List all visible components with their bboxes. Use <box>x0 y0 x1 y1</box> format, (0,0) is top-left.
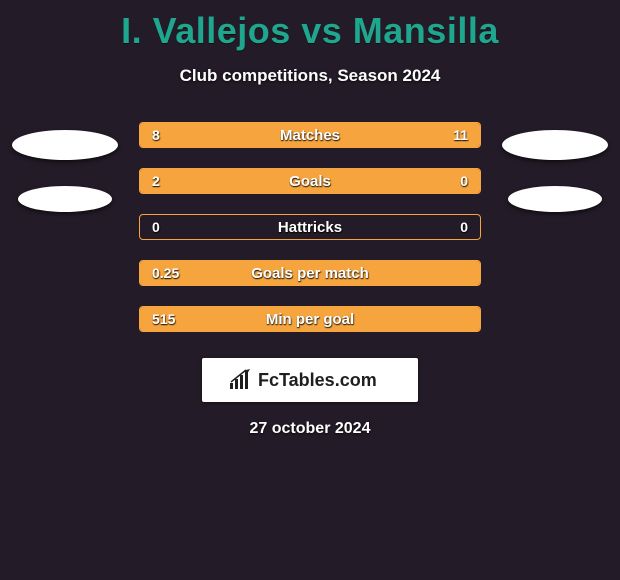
stat-label: Min per goal <box>140 311 480 328</box>
team-left-logo-placeholder <box>18 186 112 212</box>
player-left-avatar-placeholder <box>12 130 118 160</box>
comparison-content: 8Matches11 2Goals0 0Hattricks0 0.25Goals pe… <box>0 122 620 332</box>
fctables-logo-icon: FcTables.com <box>220 365 400 395</box>
right-avatar-col <box>499 122 611 332</box>
stat-label: Goals per match <box>140 265 480 282</box>
stat-values: 0.25Goals per match <box>140 261 480 285</box>
stat-bars: 8Matches11 2Goals0 0Hattricks0 0.25Goals pe… <box>139 122 481 332</box>
stat-values: 8Matches11 <box>140 123 480 147</box>
logo-text: FcTables.com <box>258 370 377 390</box>
stat-label: Matches <box>140 127 480 144</box>
stat-row: 2Goals0 <box>139 168 481 194</box>
stat-row: 0.25Goals per match <box>139 260 481 286</box>
player-right-avatar-placeholder <box>502 130 608 160</box>
page-subtitle: Club competitions, Season 2024 <box>0 66 620 86</box>
stat-values: 2Goals0 <box>140 169 480 193</box>
left-avatar-col <box>9 122 121 332</box>
team-right-logo-placeholder <box>508 186 602 212</box>
stat-row: 0Hattricks0 <box>139 214 481 240</box>
page-title: I. Vallejos vs Mansilla <box>0 0 620 52</box>
stat-row: 8Matches11 <box>139 122 481 148</box>
stat-label: Hattricks <box>140 219 480 236</box>
stat-label: Goals <box>140 173 480 190</box>
footer-date: 27 october 2024 <box>0 420 620 438</box>
stat-row: 515Min per goal <box>139 306 481 332</box>
stat-values: 515Min per goal <box>140 307 480 331</box>
stat-values: 0Hattricks0 <box>140 215 480 239</box>
site-logo: FcTables.com <box>202 358 418 402</box>
